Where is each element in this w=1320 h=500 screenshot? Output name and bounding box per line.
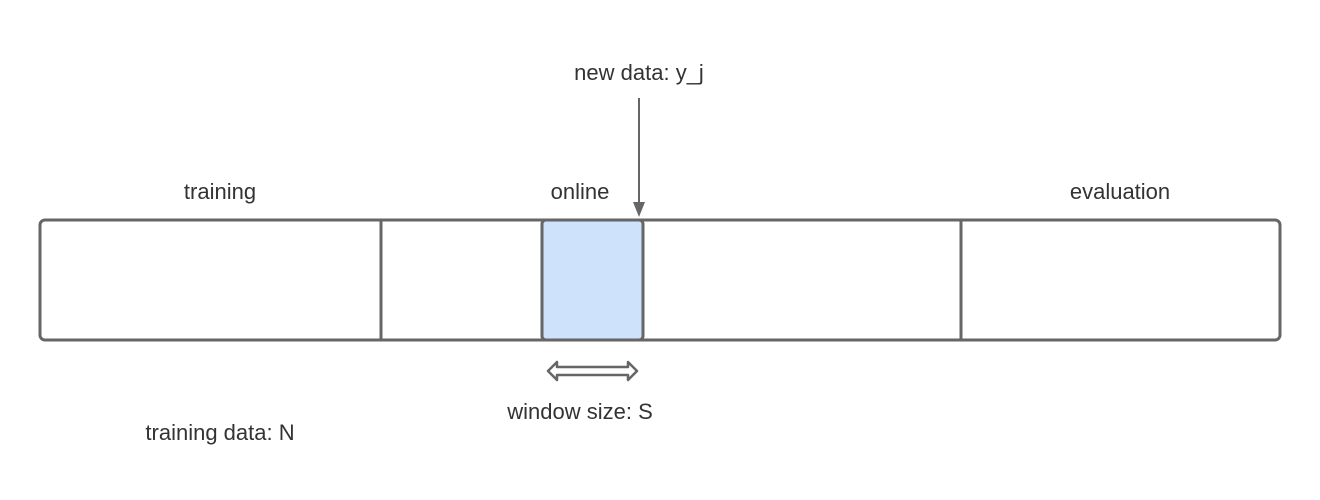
new-data-arrow-head [633, 202, 645, 217]
window-size-label: window size: S [507, 399, 653, 424]
new-data-label: new data: y_j [574, 60, 704, 85]
online-section-label: online [550, 179, 610, 204]
training-section-label: training [183, 179, 257, 204]
training-data-label: training data: N [145, 420, 295, 445]
timeline-bar [38, 218, 1282, 342]
sliding-window [540, 218, 645, 342]
window-size-double-arrow [546, 360, 639, 382]
evaluation-section-label: evaluation [1069, 179, 1171, 204]
